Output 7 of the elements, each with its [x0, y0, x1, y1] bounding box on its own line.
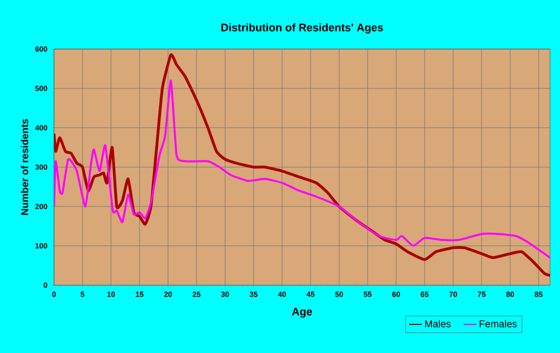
line-series [54, 53, 550, 277]
line-series [54, 79, 550, 259]
legend-label: Males [425, 320, 451, 328]
chart-title: Distribution of Residents' Ages [221, 23, 383, 34]
y-axis-title: Number of residents [20, 118, 28, 215]
legend-label: Females [480, 320, 517, 328]
x-axis-title: Age [292, 308, 312, 318]
